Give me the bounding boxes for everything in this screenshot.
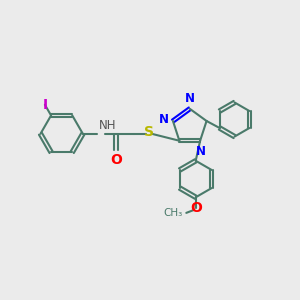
Text: N: N xyxy=(185,92,195,105)
Text: NH: NH xyxy=(98,119,116,132)
Text: N: N xyxy=(196,145,206,158)
Text: O: O xyxy=(110,153,122,167)
Text: N: N xyxy=(159,113,169,126)
Text: I: I xyxy=(42,98,47,112)
Text: O: O xyxy=(190,201,202,214)
Text: S: S xyxy=(144,125,154,139)
Text: CH₃: CH₃ xyxy=(164,208,183,218)
